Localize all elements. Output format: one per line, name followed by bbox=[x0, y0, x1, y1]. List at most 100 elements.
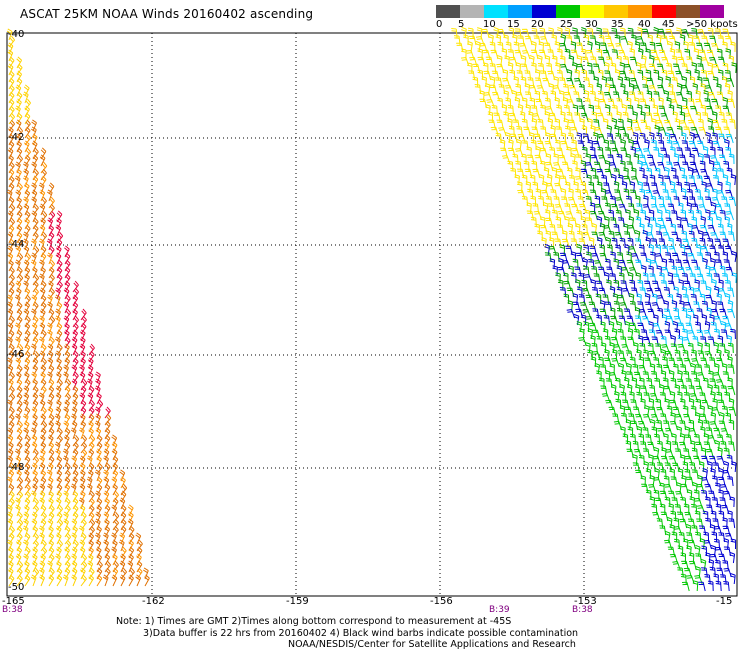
wind-barb bbox=[490, 49, 499, 60]
wind-barb bbox=[606, 56, 614, 67]
wind-barb bbox=[622, 223, 629, 235]
wind-barb bbox=[631, 253, 640, 263]
wind-barb bbox=[642, 413, 652, 424]
wind-barb bbox=[644, 215, 651, 228]
scale-label: 45 bbox=[662, 19, 675, 30]
wind-barb bbox=[16, 315, 23, 328]
wind-barb bbox=[559, 63, 569, 74]
wind-barb bbox=[582, 56, 590, 67]
wind-barb bbox=[481, 28, 490, 39]
wind-barb bbox=[501, 103, 508, 116]
wind-barb bbox=[7, 455, 14, 468]
wind-barb bbox=[47, 462, 54, 475]
wind-barb bbox=[56, 399, 62, 412]
wind-barb bbox=[612, 104, 618, 116]
wind-barb bbox=[56, 574, 63, 587]
wind-barb bbox=[80, 357, 86, 370]
wind-barb bbox=[529, 97, 535, 108]
wind-barb bbox=[688, 286, 695, 298]
wind-barb bbox=[730, 461, 737, 473]
wind-barb bbox=[576, 42, 584, 53]
wind-barb bbox=[725, 433, 732, 445]
wind-barb bbox=[608, 209, 614, 221]
wind-barb bbox=[39, 532, 45, 545]
wind-barb bbox=[718, 510, 725, 522]
wind-barb bbox=[670, 343, 678, 354]
wind-barb bbox=[547, 49, 555, 60]
wind-barb bbox=[673, 273, 681, 284]
wind-barb bbox=[72, 308, 78, 321]
wind-barb bbox=[591, 231, 599, 242]
wind-barb bbox=[64, 441, 71, 454]
wind-barb bbox=[586, 174, 592, 186]
wind-barb bbox=[603, 91, 612, 102]
wind-barb bbox=[667, 293, 674, 305]
wind-barb bbox=[674, 448, 682, 459]
wind-barb bbox=[616, 321, 622, 333]
wind-barb bbox=[614, 231, 623, 242]
wind-barb bbox=[637, 181, 643, 193]
wind-barb bbox=[669, 180, 676, 193]
wind-barb bbox=[686, 202, 693, 214]
wind-barb bbox=[30, 343, 37, 356]
wind-barb bbox=[573, 91, 580, 102]
wind-barb bbox=[512, 33, 518, 46]
wind-barb bbox=[712, 76, 719, 88]
wind-barb bbox=[544, 140, 553, 151]
wind-barb bbox=[594, 41, 601, 53]
wind-barb bbox=[587, 139, 593, 151]
wind-barb bbox=[557, 279, 564, 291]
wind-barb bbox=[646, 287, 655, 298]
wind-barb bbox=[32, 301, 39, 314]
wind-barb bbox=[570, 126, 579, 137]
wind-barb bbox=[709, 245, 717, 256]
wind-barb bbox=[669, 420, 679, 431]
wind-barb bbox=[648, 162, 658, 172]
wind-barb bbox=[613, 301, 621, 312]
wind-barb bbox=[689, 393, 699, 403]
scale-color-segment bbox=[532, 5, 556, 18]
wind-barb bbox=[718, 553, 726, 564]
wind-barb bbox=[103, 532, 109, 545]
wind-barb bbox=[604, 190, 614, 200]
wind-barb bbox=[660, 455, 669, 466]
wind-barb bbox=[656, 363, 663, 375]
wind-barb bbox=[94, 406, 101, 419]
wind-barb bbox=[604, 370, 611, 382]
wind-barb bbox=[656, 462, 664, 473]
wind-barb bbox=[128, 574, 134, 587]
wind-barb bbox=[623, 188, 630, 200]
wind-barb bbox=[701, 545, 707, 557]
wind-barb bbox=[565, 35, 573, 46]
wind-barb bbox=[718, 399, 726, 410]
wind-barb bbox=[624, 231, 631, 242]
wind-barb bbox=[691, 237, 698, 249]
wind-barb bbox=[491, 70, 500, 81]
wind-barb bbox=[8, 329, 15, 342]
wind-barb bbox=[587, 118, 593, 130]
wind-barb bbox=[31, 119, 37, 132]
wind-barb bbox=[674, 118, 681, 130]
wind-barb bbox=[542, 90, 548, 102]
wind-barb bbox=[616, 265, 623, 277]
wind-barb bbox=[39, 490, 46, 503]
wind-barb bbox=[713, 573, 719, 585]
wind-barb bbox=[549, 112, 557, 123]
wind-barb bbox=[474, 84, 482, 95]
wind-barb bbox=[64, 567, 71, 580]
wind-barb bbox=[600, 342, 607, 354]
wind-barb bbox=[544, 252, 552, 263]
wind-barb bbox=[582, 133, 590, 144]
wind-barb bbox=[524, 35, 533, 46]
wind-barb bbox=[8, 287, 15, 300]
wind-barb bbox=[565, 211, 574, 221]
wind-barb bbox=[686, 489, 693, 501]
wind-barb bbox=[624, 406, 633, 417]
wind-barb bbox=[532, 181, 539, 193]
wind-barb bbox=[104, 483, 111, 496]
wind-barb bbox=[56, 532, 62, 545]
wind-barb bbox=[658, 203, 667, 214]
wind-barb bbox=[701, 300, 709, 312]
wind-barb bbox=[632, 85, 642, 95]
wind-barb bbox=[641, 264, 647, 277]
